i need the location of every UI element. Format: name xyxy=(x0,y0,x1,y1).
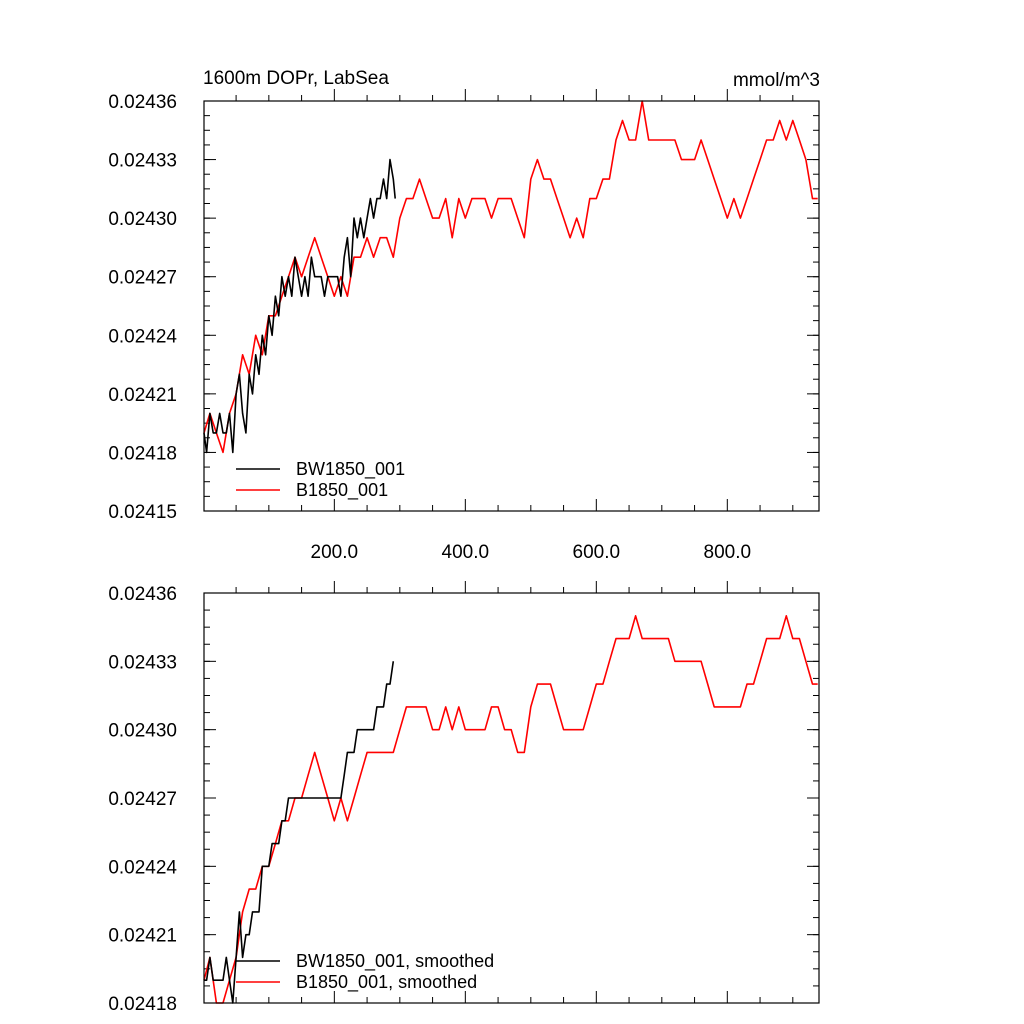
units-label: mmol/m^3 xyxy=(733,70,820,91)
y-tick-label: 0.02421 xyxy=(108,385,177,406)
y-tick-label: 0.02421 xyxy=(108,926,177,947)
x-tick-label: 400.0 xyxy=(442,542,490,563)
y-tick-label: 0.02430 xyxy=(108,721,177,742)
y-tick-label: 0.02418 xyxy=(108,443,177,464)
series-line-0 xyxy=(204,661,395,1004)
y-tick-label: 0.02424 xyxy=(108,857,177,878)
y-tick-label: 0.02436 xyxy=(108,92,177,113)
y-tick-label: 0.02424 xyxy=(108,326,177,347)
y-tick-label: 0.02433 xyxy=(108,151,177,172)
y-tick-label: 0.02430 xyxy=(108,209,177,230)
legend-label: BW1850_001 xyxy=(296,459,405,480)
y-tick-label: 0.02433 xyxy=(108,652,177,673)
series-line-1 xyxy=(203,614,818,1004)
x-tick-label: 200.0 xyxy=(311,542,359,563)
series-line-1 xyxy=(203,100,818,454)
chart-title: 1600m DOPr, LabSea xyxy=(203,68,389,89)
legend-label: B1850_001, smoothed xyxy=(296,972,477,993)
y-tick-label: 0.02427 xyxy=(108,789,177,810)
plot-frame xyxy=(203,592,820,1004)
plot-frame xyxy=(203,100,820,512)
series-line-0 xyxy=(203,158,396,454)
bottom-panel: 0.02418 0.02421 0.02424 0.02427 0.02430 0.024… xyxy=(108,581,820,1015)
x-tick-label: 800.0 xyxy=(704,542,752,563)
y-tick-label: 0.02427 xyxy=(108,268,177,289)
y-tick-label: 0.02436 xyxy=(108,584,177,605)
legend-label: BW1850_001, smoothed xyxy=(296,951,494,972)
legend-label: B1850_001 xyxy=(296,480,388,501)
y-tick-label: 0.02418 xyxy=(108,994,177,1015)
y-tick-label: 0.02415 xyxy=(108,502,177,523)
x-tick-label: 600.0 xyxy=(573,542,621,563)
top-panel: 1600m DOPr, LabSea mmol/m^3 0.02415 0.024… xyxy=(108,68,820,563)
